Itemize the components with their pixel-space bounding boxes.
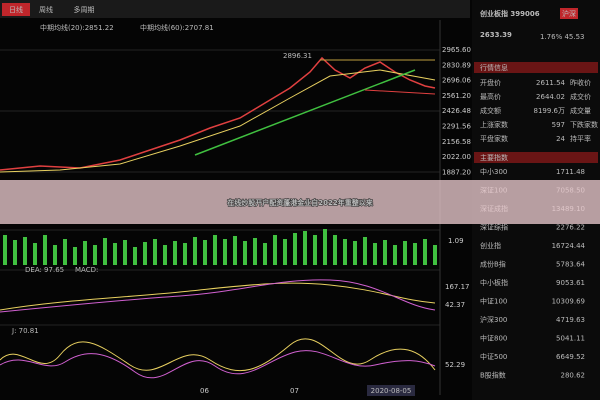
price-axis-label: 2561.20 [442, 92, 471, 100]
volume-axis: 1.09 [448, 237, 464, 245]
index-name: 创业指 [480, 241, 501, 250]
section-title: 行情信息 [480, 63, 508, 72]
index-name: 中证500 [480, 352, 507, 361]
index-value: 280.62 [561, 372, 586, 380]
index-value: 10309.69 [552, 298, 585, 306]
tab[interactable]: 周线 [39, 5, 53, 14]
peak-label: 2896.31 [283, 52, 312, 60]
row-label: 上涨家数 [480, 120, 508, 129]
index-value: 1711.48 [556, 168, 585, 176]
ma-line [0, 69, 436, 173]
tab[interactable]: 多周期 [74, 5, 95, 14]
macd-axis: 167.17 [445, 283, 470, 291]
index-name: 深证综指 [480, 223, 508, 232]
row-label: 最高价 [480, 92, 501, 101]
quote-name: 创业板指 399006 [479, 9, 540, 18]
price-axis-label: 2156.58 [442, 138, 471, 146]
row-label: 开盘价 [480, 78, 501, 87]
index-name: 中证100 [480, 297, 507, 306]
kdj-label: J: 70.81 [11, 327, 39, 335]
badge [560, 8, 578, 19]
trend-line [364, 89, 436, 95]
index-value: 5783.64 [556, 261, 585, 269]
badge-text: 沪深 [562, 9, 576, 18]
banner-text: 在线炒股开户配资蓬港金业自2022年重整以来 [227, 198, 373, 207]
macd-line [0, 279, 436, 313]
index-name: 中小300 [480, 167, 507, 176]
date-label: 2020-08-05 [371, 387, 412, 395]
indicator: 中期均线(20):2851.22 [40, 23, 114, 32]
toolbar [0, 0, 470, 18]
index-value: 2276.22 [556, 224, 585, 232]
index-name: 中证800 [480, 334, 507, 343]
index-name: 沪深300 [480, 315, 507, 324]
price-axis-label: 2022.00 [442, 153, 471, 161]
section-bar [474, 152, 598, 163]
row-value: 8199.6万 [534, 107, 566, 115]
kdj-axis: 52.29 [445, 361, 465, 369]
kdj-line [0, 338, 436, 372]
price-axis-label: 2830.89 [442, 61, 471, 69]
row-label: 下跌家数 [570, 120, 598, 129]
index-value: 16724.44 [552, 242, 586, 250]
price-axis-label: 2291.56 [442, 123, 471, 131]
price-axis-label: 2426.48 [442, 107, 471, 115]
date-label: 07 [290, 387, 299, 395]
indicator: 中期均线(60):2707.81 [140, 23, 214, 32]
trend-line [194, 69, 416, 156]
banner [0, 180, 600, 224]
index-value: 4719.63 [556, 316, 585, 324]
macd-label: MACD: [75, 266, 98, 274]
row-value: 24 [556, 135, 565, 143]
tab-active[interactable] [2, 3, 30, 16]
index-name: 中小板指 [480, 278, 508, 287]
index-value: 9053.61 [556, 279, 585, 287]
price-axis-label: 2696.06 [442, 77, 471, 85]
macd-line [0, 282, 436, 311]
date-label: 06 [200, 387, 209, 395]
row-label: 成交价 [570, 92, 591, 101]
tab[interactable]: 日线 [9, 5, 23, 14]
macd-label: DEA: 97.65 [25, 266, 64, 274]
row-value: 2644.02 [536, 93, 565, 101]
row-value: 2611.54 [536, 79, 565, 87]
index-name: B股指数 [480, 371, 506, 380]
section-bar [474, 62, 598, 73]
price-axis-label: 2965.60 [442, 46, 471, 54]
date-box [367, 385, 415, 396]
price-axis-label: 1887.20 [442, 168, 471, 176]
kdj-line [0, 350, 436, 379]
row-label: 持平率 [570, 134, 591, 143]
row-label: 成交额 [480, 106, 501, 115]
volume-bars [3, 229, 437, 265]
row-label: 成交量 [570, 106, 591, 115]
index-value: 6649.52 [556, 353, 585, 361]
macd-axis: 42.37 [445, 301, 465, 309]
index-name: 成份B指 [480, 260, 506, 269]
row-label: 平盘家数 [480, 134, 508, 143]
quote-price: 2633.39 [480, 31, 512, 39]
section-title: 主要指数 [480, 153, 508, 162]
row-value: 597 [552, 121, 565, 129]
index-value: 5041.11 [556, 335, 585, 343]
quote-change: 1.76% 45.53 [540, 33, 585, 41]
price-line [0, 56, 436, 171]
row-label: 昨收价 [570, 78, 591, 87]
